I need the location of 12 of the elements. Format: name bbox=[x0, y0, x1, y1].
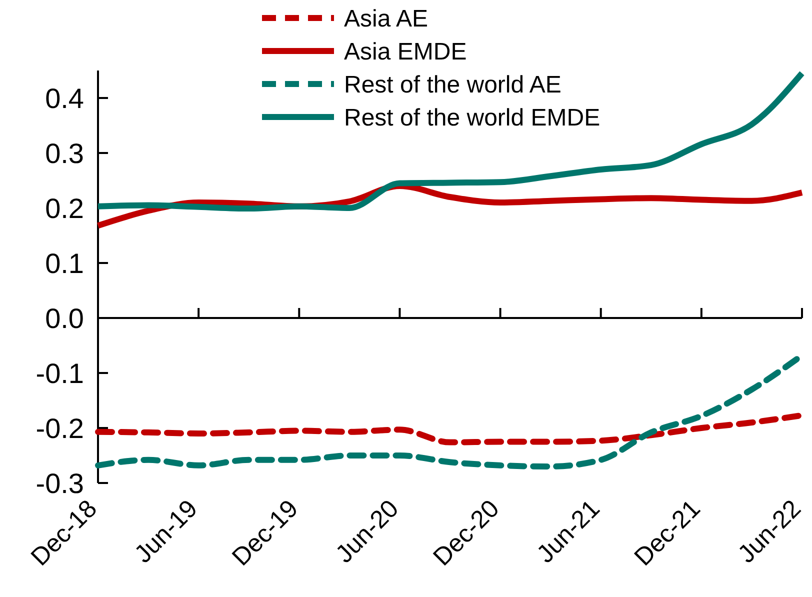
y-tick-label: 0.0 bbox=[45, 302, 84, 334]
y-tick-label: -0.1 bbox=[36, 358, 84, 389]
legend-label: Rest of the world AE bbox=[344, 71, 562, 98]
legend-label: Asia EMDE bbox=[344, 38, 467, 66]
y-tick-label: 0.2 bbox=[45, 192, 84, 224]
y-tick-label: -0.2 bbox=[36, 412, 84, 444]
y-tick-label: 0.4 bbox=[45, 82, 84, 114]
y-tick-label: 0.1 bbox=[45, 248, 84, 279]
y-tick-label: -0.3 bbox=[36, 468, 84, 499]
legend-label: Asia AE bbox=[344, 5, 428, 32]
y-tick-label: 0.3 bbox=[45, 138, 84, 169]
legend-label: Rest of the world EMDE bbox=[344, 104, 600, 132]
